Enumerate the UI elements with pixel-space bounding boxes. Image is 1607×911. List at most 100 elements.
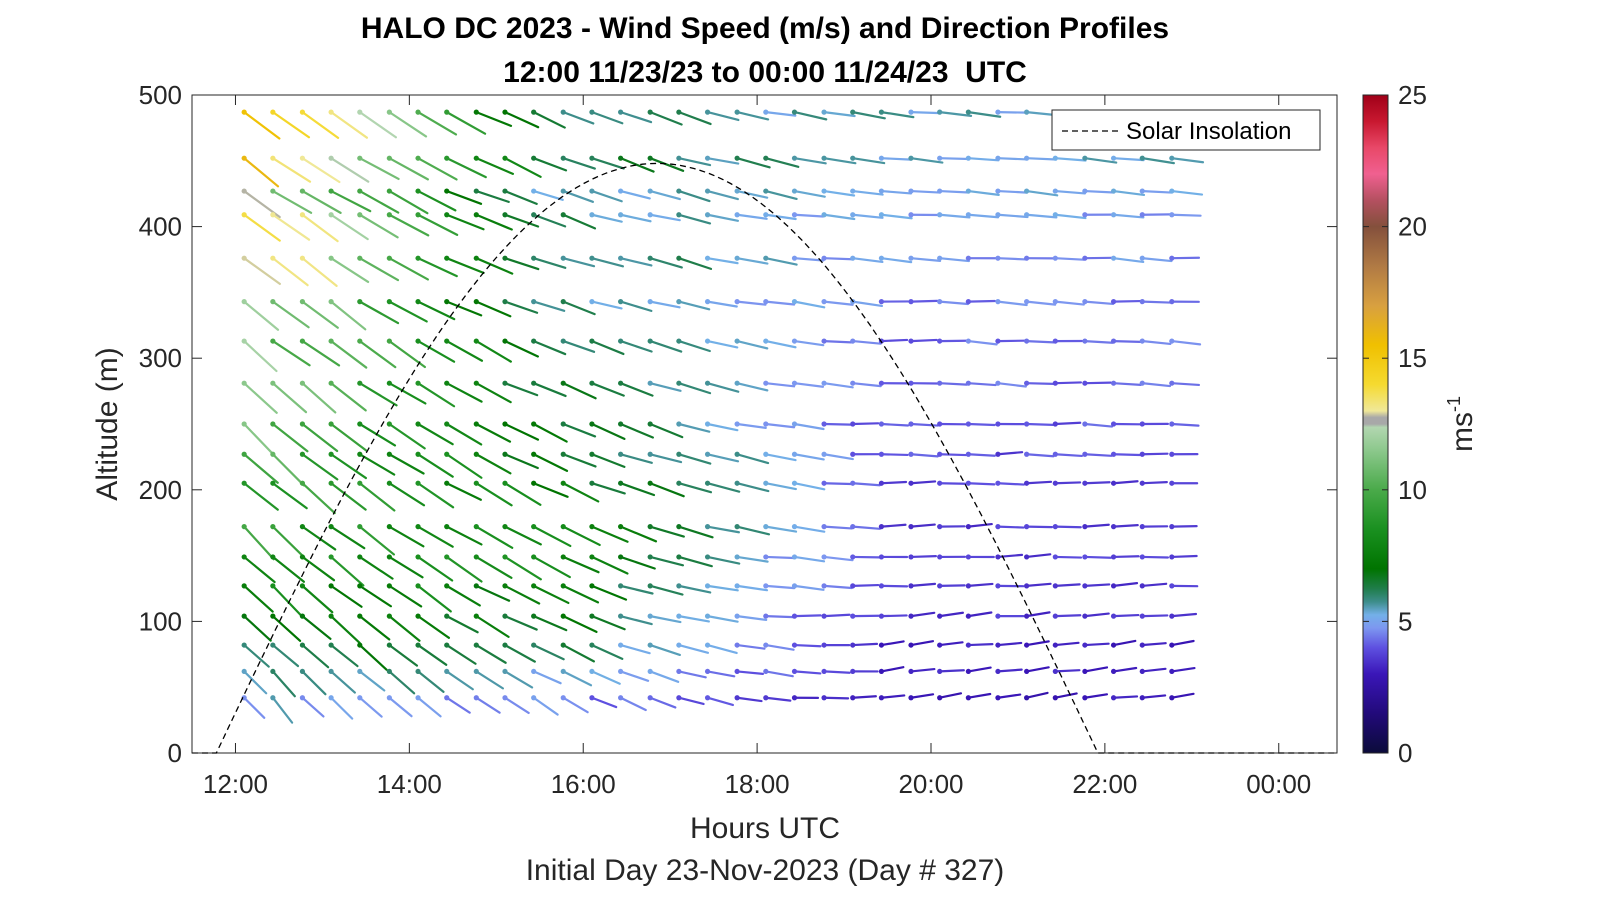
wind-barb xyxy=(1082,212,1114,218)
wind-barb-dot xyxy=(270,155,276,161)
wind-barb-dot xyxy=(676,451,682,457)
wind-barb xyxy=(965,642,994,648)
wind-barb-dot xyxy=(444,524,450,530)
wind-barb xyxy=(386,255,429,281)
wind-barb-shaft xyxy=(1112,453,1141,457)
wind-barb-dot xyxy=(357,524,363,530)
colorbar-tick-label: 15 xyxy=(1398,343,1427,373)
wind-barb-shaft xyxy=(388,482,426,507)
wind-barb xyxy=(618,480,656,497)
wind-barb xyxy=(821,338,853,344)
wind-barb-shaft xyxy=(736,696,763,703)
wind-barb-shaft xyxy=(388,189,429,215)
wind-barb-shaft xyxy=(996,157,1029,161)
wind-barb-shaft xyxy=(532,525,572,548)
wind-barb xyxy=(299,695,325,718)
wind-barb-dot xyxy=(415,338,421,344)
wind-barb-dot xyxy=(618,299,624,305)
wind-barb xyxy=(1082,612,1110,619)
wind-barb-dot xyxy=(647,451,653,457)
wind-barb-dot xyxy=(763,299,769,305)
wind-barb-dot xyxy=(386,299,392,305)
wind-barb xyxy=(328,212,369,241)
wind-barb xyxy=(386,299,428,323)
wind-barb-dot xyxy=(473,695,479,701)
wind-barb-shaft xyxy=(967,482,996,486)
wind-barb-shaft xyxy=(851,213,884,219)
wind-barb-shaft xyxy=(1025,480,1053,485)
wind-barb xyxy=(965,582,994,589)
wind-barb-shaft xyxy=(301,189,342,214)
wind-barb-shaft xyxy=(1170,339,1202,346)
wind-barb-shaft xyxy=(416,482,455,509)
wind-barb-shaft xyxy=(909,611,936,618)
wind-barb-dot xyxy=(560,109,566,115)
wind-barb-shaft xyxy=(1112,524,1139,528)
wind-barb xyxy=(241,380,278,414)
wind-barb-shaft xyxy=(880,338,909,343)
wind-barb xyxy=(589,695,618,709)
wind-barb-shaft xyxy=(1054,300,1085,306)
wind-barb xyxy=(704,380,740,393)
wind-barb-shaft xyxy=(562,584,600,604)
wind-barb-dot xyxy=(1024,642,1030,648)
wind-barb xyxy=(704,668,736,678)
wind-barb-dot xyxy=(937,695,943,701)
wind-barb-shaft xyxy=(677,584,712,594)
wind-barb xyxy=(763,695,792,702)
wind-barb xyxy=(299,613,332,640)
wind-barb xyxy=(415,668,445,693)
wind-barb-shaft xyxy=(590,555,629,575)
wind-barb-shaft xyxy=(967,157,1000,162)
wind-barb xyxy=(821,109,856,118)
wind-barb-shaft xyxy=(475,257,514,275)
wind-barb xyxy=(299,109,340,139)
wind-barb-dot xyxy=(1139,212,1145,218)
wind-barb-dot xyxy=(415,421,421,427)
wind-barb xyxy=(908,155,944,164)
wind-barb-dot xyxy=(618,668,624,675)
wind-barb xyxy=(502,480,542,506)
wind-barb-shaft xyxy=(475,213,513,231)
wind-barb-shaft xyxy=(619,555,656,570)
wind-barb-dot xyxy=(850,554,856,560)
wind-barb-shaft xyxy=(764,670,794,678)
wind-barb-shaft xyxy=(793,584,825,591)
wind-barb xyxy=(241,299,280,331)
wind-barb-dot xyxy=(791,155,798,161)
wind-barb xyxy=(965,421,996,427)
wind-barb-dot xyxy=(908,524,914,530)
wind-barb-dot xyxy=(270,451,276,457)
wind-barb-dot xyxy=(965,299,971,305)
wind-barb-shaft xyxy=(1025,382,1055,385)
wind-barb xyxy=(1024,212,1058,219)
wind-barb xyxy=(560,554,600,574)
wind-barb-shaft xyxy=(330,670,356,694)
wind-barb-shaft xyxy=(1141,157,1175,165)
wind-barb-dot xyxy=(415,188,421,194)
wind-barb xyxy=(560,695,589,714)
wind-barb-shaft xyxy=(445,643,477,665)
wind-barb-dot xyxy=(676,524,682,530)
wind-barb xyxy=(1082,380,1112,386)
wind-barb xyxy=(589,109,624,125)
wind-barb xyxy=(473,338,512,363)
wind-barb-shaft xyxy=(1025,640,1050,647)
wind-barb-shaft xyxy=(416,643,448,666)
wind-barb xyxy=(618,338,653,353)
wind-barb-dot xyxy=(1139,583,1145,589)
wind-barb-shaft xyxy=(590,339,625,356)
wind-barb xyxy=(1052,421,1082,427)
wind-barb-dot xyxy=(589,338,595,344)
wind-barb-dot xyxy=(647,524,653,530)
wind-barb-shaft xyxy=(938,382,968,386)
wind-barb xyxy=(995,553,1024,560)
wind-barb-dot xyxy=(299,642,306,648)
wind-barb-dot xyxy=(878,155,885,161)
wind-barb-dot xyxy=(415,109,421,115)
wind-barb-dot xyxy=(560,380,566,386)
wind-barb-shaft xyxy=(793,482,826,491)
wind-barb-dot xyxy=(995,480,1001,486)
wind-barb xyxy=(850,480,881,487)
wind-barb-shaft xyxy=(416,670,445,693)
